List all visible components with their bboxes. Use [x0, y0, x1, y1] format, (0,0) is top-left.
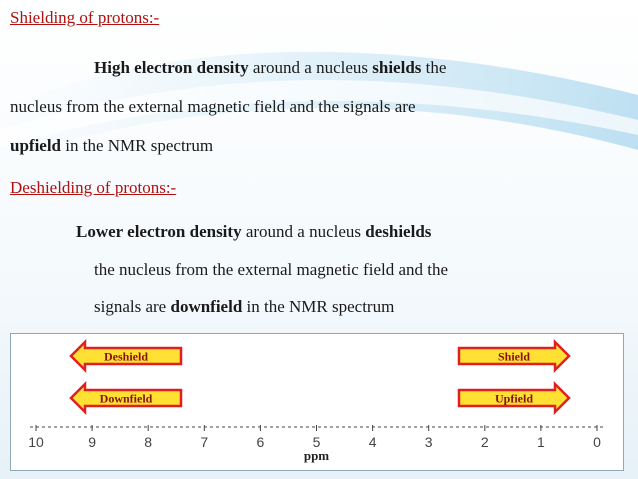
deshielding.line1-run-1: around a nucleus	[241, 222, 366, 241]
deshielding.line3-run-0: signals are	[94, 297, 171, 316]
axis-tick-label-6: 6	[257, 434, 265, 450]
arrow-label-downfield: Downfield	[100, 392, 153, 406]
axis-tick-label-8: 8	[144, 434, 152, 450]
axis-tick-label-1: 1	[537, 434, 545, 450]
deshielding-line-2: the nucleus from the external magnetic f…	[94, 260, 449, 279]
shielding.line3-run-1: in the NMR spectrum	[61, 136, 214, 155]
deshielding-line-3: signals are downfield in the NMR spectru…	[94, 297, 394, 317]
axis-tick-label-7: 7	[200, 434, 208, 450]
axis-tick-label-3: 3	[425, 434, 433, 450]
shielding.line1-run-3: the	[421, 58, 447, 77]
axis-tick-label-9: 9	[88, 434, 96, 450]
deshielding.line3-run-1: downfield	[170, 297, 243, 316]
arrow-upfield	[457, 380, 571, 416]
shielding.line1-run-2: shields	[372, 58, 422, 77]
shielding.line1-run-0: High electron density	[94, 58, 249, 77]
arrow-label-shield: Shield	[498, 350, 530, 364]
deshielding.line3-run-2: in the NMR spectrum	[242, 297, 395, 316]
arrow-label-deshield: Deshield	[104, 350, 148, 364]
shielding.line1-run-1: around a nucleus	[248, 58, 373, 77]
deshielding-line-1: Lower electron density around a nucleus …	[76, 222, 431, 242]
nmr-scale-diagram: Deshield Downfield Shield Upfield 10 9 8 7 6 5 4 3 2…	[10, 333, 624, 471]
axis-tick-label-10: 10	[28, 434, 44, 450]
arrow-shield	[457, 338, 571, 374]
deshielding-line-1-runs: Lower electron density around a nucleus …	[76, 222, 431, 241]
axis-tick-label-0: 0	[593, 434, 601, 450]
shielding-line-2: nucleus from the external magnetic field…	[10, 97, 416, 116]
arrow-downfield	[69, 380, 183, 416]
axis-label: ppm	[304, 448, 329, 463]
axis-tick-label-2: 2	[481, 434, 489, 450]
shielding-line-3-runs: upfield in the NMR spectrum	[10, 136, 213, 155]
deshielding-heading: Deshielding of protons:-	[10, 178, 177, 197]
shielding-line-1: High electron density around a nucleus s…	[94, 58, 446, 78]
deshielding-line-3-runs: signals are downfield in the NMR spectru…	[94, 297, 394, 316]
shielding.line3-run-0: upfield	[10, 136, 62, 155]
deshielding.line1-run-0: Lower electron density	[76, 222, 242, 241]
axis-tick-label-4: 4	[369, 434, 377, 450]
arrow-deshield	[69, 338, 183, 374]
arrow-label-upfield: Upfield	[495, 392, 533, 406]
axis-tick-label-5: 5	[313, 434, 321, 450]
shielding-line-1-runs: High electron density around a nucleus s…	[94, 58, 446, 77]
deshielding.line1-run-2: deshields	[365, 222, 432, 241]
shielding-heading: Shielding of protons:-	[10, 8, 160, 27]
shielding-line-3: upfield in the NMR spectrum	[10, 136, 213, 156]
